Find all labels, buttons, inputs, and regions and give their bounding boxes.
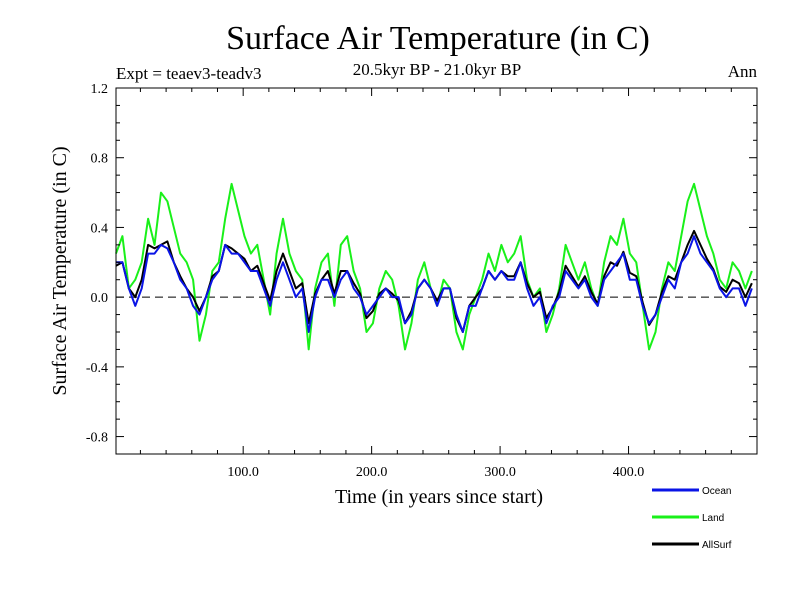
y-tick-label: 1.2: [91, 82, 109, 97]
legend-label-land: Land: [702, 513, 724, 524]
chart-subtitle: 20.5kyr BP - 21.0kyr BP: [353, 60, 521, 79]
plot-frame: [115, 87, 758, 455]
x-axis-label: Time (in years since start): [335, 486, 543, 508]
legend: Ocean Land AllSurf: [652, 486, 732, 551]
expt-label: Expt = teaev3-teadv3: [116, 64, 262, 83]
chart-title: Surface Air Temperature (in C): [226, 20, 650, 57]
x-tick-label: 200.0: [356, 465, 388, 480]
series-land-line: [115, 182, 753, 351]
y-axis-label: Surface Air Temperature (in C): [49, 146, 71, 395]
x-tick-label: 300.0: [484, 465, 516, 480]
y-tick-label: 0.8: [91, 152, 109, 167]
y-tick-label: -0.4: [86, 361, 108, 376]
series-ocean-line: [116, 235, 753, 333]
y-tick-label: -0.8: [86, 431, 108, 446]
legend-label-ocean: Ocean: [702, 486, 731, 497]
x-tick-label: 400.0: [613, 465, 645, 480]
legend-label-allsurf: AllSurf: [702, 540, 732, 551]
x-tick-label: 100.0: [227, 465, 259, 480]
y-tick-label: 0.4: [91, 221, 109, 236]
y-tick-label: 0.0: [91, 291, 109, 306]
plot-area: -0.8 -0.4 0.0 0.4 0.8 1.2 100.0 200.0 300.0 400.0: [86, 82, 758, 480]
season-label: Ann: [728, 62, 758, 81]
